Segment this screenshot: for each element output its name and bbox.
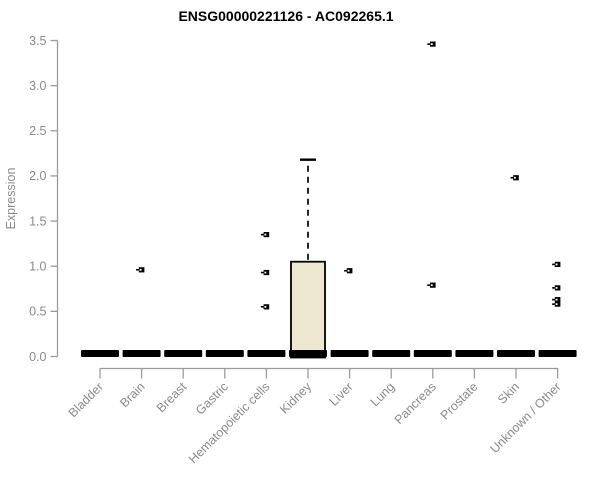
x-tick-label-bladder: Bladder	[66, 380, 106, 420]
outlier-point	[344, 268, 353, 274]
y-tick-label: 3.5	[29, 34, 46, 48]
y-tick-label: 2.0	[29, 169, 46, 183]
x-tick-label-gastric: Gastric	[193, 380, 231, 418]
outlier-point	[260, 269, 270, 276]
median-bar	[413, 350, 452, 357]
median-bar	[247, 350, 286, 357]
outlier-point	[552, 297, 561, 303]
y-tick-label: 0.0	[29, 350, 46, 364]
x-tick-label-lung: Lung	[368, 380, 398, 410]
x-tick-label-pancreas: Pancreas	[392, 380, 439, 427]
y-tick-label: 1.5	[29, 214, 46, 228]
x-tick-label-liver: Liver	[327, 380, 356, 409]
median-bar	[455, 350, 494, 357]
x-tick-label-unknown-other: Unknown / Other	[487, 380, 563, 456]
box-group-prostate	[455, 350, 494, 357]
box-group-lung	[372, 350, 411, 357]
box-group-liver	[330, 268, 369, 357]
box-group-breast	[164, 350, 203, 357]
median-bar	[330, 350, 369, 357]
median-bar	[372, 350, 411, 357]
y-tick-label: 1.0	[29, 260, 46, 274]
x-tick-label-breast: Breast	[154, 379, 190, 415]
median-bar	[289, 350, 327, 357]
x-tick-label-brain: Brain	[117, 380, 148, 411]
outlier-point	[552, 301, 561, 307]
median-bar	[81, 350, 119, 357]
y-axis-title: Expression	[4, 168, 18, 230]
outlier-point	[427, 282, 436, 288]
median-bar	[497, 350, 535, 357]
box-group-skin	[497, 175, 535, 357]
outlier-point	[260, 232, 270, 238]
box-group-gastric	[205, 350, 244, 357]
box-group-pancreas	[413, 41, 452, 357]
box-group-hematopoietic-cells	[247, 232, 286, 357]
x-tick-label-hematopoietic-cells: Hematopoietic cells	[186, 380, 273, 467]
box-group-brain	[122, 267, 161, 357]
box-rect	[290, 260, 326, 359]
outlier-point	[427, 41, 436, 47]
page-title: ENSG00000221126 - AC092265.1	[178, 8, 394, 24]
box-group-bladder	[81, 350, 119, 357]
median-bar	[538, 350, 577, 357]
median-bar	[164, 350, 203, 357]
x-tick-label-skin: Skin	[495, 380, 522, 407]
median-bar	[122, 350, 161, 357]
outlier-point	[552, 285, 561, 291]
y-tick-label: 0.5	[29, 305, 46, 319]
outlier-point	[260, 304, 270, 310]
outlier-point	[136, 267, 145, 273]
outlier-point	[510, 175, 519, 181]
median-bar	[205, 350, 244, 357]
y-tick-label: 3.0	[29, 79, 46, 93]
outlier-point	[552, 261, 561, 268]
y-tick-label: 2.5	[29, 124, 46, 138]
x-tick-label-kidney: Kidney	[277, 379, 314, 416]
x-tick-label-prostate: Prostate	[438, 380, 481, 423]
box-group-kidney	[289, 158, 327, 359]
box-group-unknown-other	[538, 261, 577, 357]
